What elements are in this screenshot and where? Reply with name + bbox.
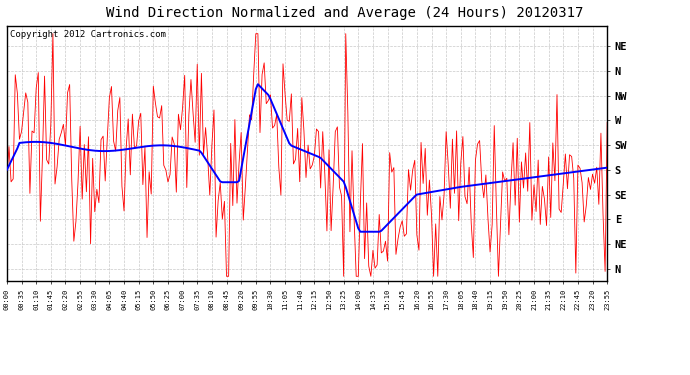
Text: Copyright 2012 Cartronics.com: Copyright 2012 Cartronics.com xyxy=(10,30,166,39)
Text: Wind Direction Normalized and Average (24 Hours) 20120317: Wind Direction Normalized and Average (2… xyxy=(106,6,584,20)
